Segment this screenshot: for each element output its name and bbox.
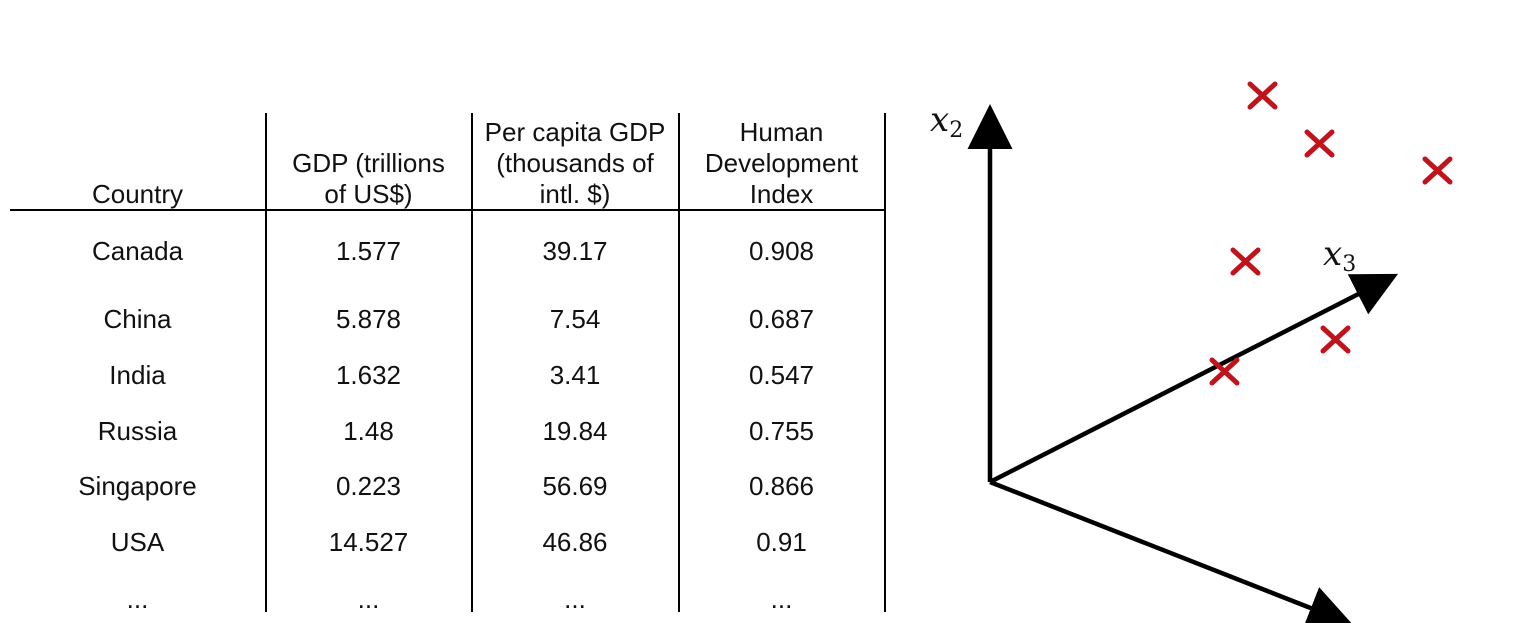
gdp-cell: 1.577	[335, 236, 402, 266]
country-cell: USA	[110, 527, 165, 557]
x2-label-letter: x	[930, 100, 950, 140]
gdp-cell: 1.48	[343, 416, 394, 446]
x3-axis-arrow	[988, 273, 1399, 485]
hdi-cell: 0.908	[748, 236, 815, 266]
data-point-marker	[1304, 129, 1335, 158]
country-cell: ...	[126, 584, 149, 614]
hdi-cell: 0.91	[756, 527, 807, 557]
hdi-cell: 0.687	[748, 304, 815, 334]
gdp-cell: ...	[357, 584, 380, 614]
data-point-marker	[1422, 156, 1453, 185]
country-cell: China	[103, 304, 172, 334]
data-point-marker	[1230, 247, 1261, 276]
country-cell: Singapore	[78, 471, 197, 501]
hdi-cell: 0.755	[748, 416, 815, 446]
country-cell: Russia	[97, 416, 178, 446]
x1-axis-arrow	[989, 479, 1353, 623]
header-hdi: Human Development Index	[704, 117, 859, 209]
country-cell: India	[109, 360, 166, 390]
header-country: Country	[91, 179, 184, 209]
hdi-cell: 0.547	[748, 360, 815, 390]
per-capita-cell: ...	[564, 584, 586, 614]
per-capita-cell: 46.86	[542, 527, 608, 557]
per-capita-cell: 19.84	[542, 416, 608, 446]
x3-axis-label: x3	[1323, 234, 1356, 277]
data-point-marker	[1320, 325, 1351, 354]
x2-label-subscript: 2	[949, 118, 964, 143]
header-gdp: GDP (trillions of US$)	[292, 148, 445, 209]
per-capita-cell: 7.54	[549, 304, 601, 334]
country-cell: Canada	[91, 236, 184, 266]
header-per-capita-gdp: Per capita GDP (thousands of intl. $)	[484, 117, 666, 209]
gdp-cell: 1.632	[335, 360, 402, 390]
gdp-cell: 0.223	[335, 471, 402, 501]
per-capita-cell: 39.17	[542, 236, 608, 266]
gdp-cell: 5.878	[335, 304, 402, 334]
data-point-marker	[1209, 357, 1240, 386]
hdi-cell: ...	[770, 584, 793, 614]
x2-axis-label: x2	[930, 100, 963, 143]
x3-label-subscript: 3	[1342, 252, 1357, 277]
gdp-cell: 14.527	[328, 527, 409, 557]
x3-label-letter: x	[1323, 234, 1343, 274]
data-point-marker	[1247, 81, 1278, 110]
per-capita-cell: 3.41	[549, 360, 601, 390]
per-capita-cell: 56.69	[542, 471, 608, 501]
hdi-cell: 0.866	[748, 471, 815, 501]
